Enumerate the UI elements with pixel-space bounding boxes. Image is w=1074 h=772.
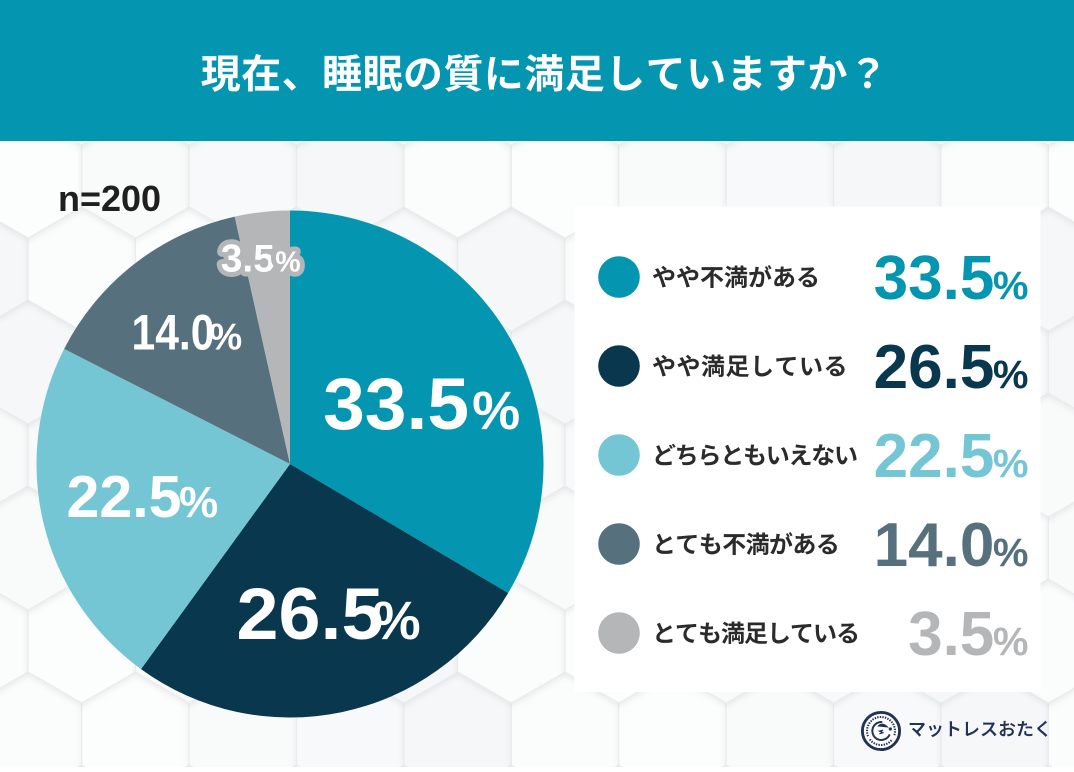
svg-text:33.5: 33.5: [323, 364, 469, 445]
svg-text:%: %: [209, 317, 242, 358]
svg-text:%: %: [179, 478, 218, 527]
svg-text:22.5: 22.5: [67, 464, 182, 530]
svg-text:14.0: 14.0: [132, 305, 215, 361]
svg-text:%: %: [472, 381, 520, 441]
svg-text:14.0: 14.0: [874, 511, 995, 580]
svg-text:33.5: 33.5: [874, 244, 995, 313]
svg-text:%: %: [275, 247, 300, 279]
svg-text:26.5: 26.5: [874, 333, 995, 402]
svg-text:%: %: [993, 353, 1029, 397]
svg-text:%: %: [993, 264, 1029, 308]
svg-text:%: %: [993, 620, 1029, 664]
svg-text:%: %: [373, 591, 421, 651]
svg-text:%: %: [993, 442, 1029, 486]
svg-text:%: %: [993, 531, 1029, 575]
svg-text:3.5: 3.5: [908, 600, 994, 669]
svg-text:n=200: n=200: [58, 178, 161, 219]
svg-text:22.5: 22.5: [874, 422, 995, 491]
svg-text:26.5: 26.5: [237, 574, 384, 655]
svg-text:3.5: 3.5: [221, 238, 275, 281]
